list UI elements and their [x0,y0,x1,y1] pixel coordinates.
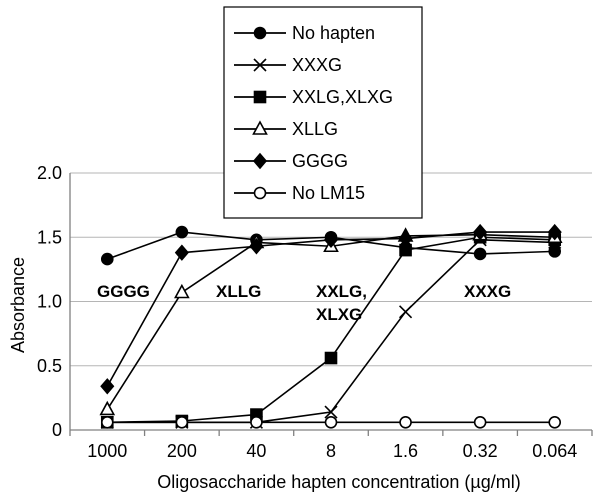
y-tick-label: 2.0 [37,163,62,183]
legend-label: GGGG [292,151,348,171]
legend-item-no-hapten: No hapten [234,23,375,43]
y-tick-label: 0.5 [37,356,62,376]
axes: 0 0.5 1.0 1.5 2.0 1000 200 40 8 1.6 0.32 0.064 [37,163,593,461]
legend-label: No hapten [292,23,375,43]
data-point-gggg [323,231,339,249]
data-point-no-lm15 [548,415,562,429]
legend-marker-xxxg [253,58,267,72]
y-tick-label: 1.0 [37,292,62,312]
legend-item-no-lm15: No LM15 [234,183,365,203]
x-axis-title: Oligosaccharide hapten concentration (µg… [157,472,521,492]
series-xxlg-xlxg [100,230,562,429]
data-point-gggg [100,378,115,395]
legend-marker-gggg [252,152,268,170]
x-tick-label: 1.6 [393,441,418,461]
data-point-no-lm15 [100,415,114,429]
data-point-no-lm15 [250,415,263,429]
data-point-no-hapten [100,252,114,266]
annotation-gggg: GGGG [97,282,150,301]
y-axis-title: Absorbance [8,257,28,353]
series-plot-area [99,223,563,429]
data-point-xxxg [399,305,413,319]
y-tick-label: 0 [52,420,62,440]
legend: No hapten XXXG XXLG,XLXG XLLG GGGG No LM15 [223,6,423,219]
x-tick-label: 200 [167,441,197,461]
series-annotations: GGGG XLLG XXLG, XLXG XXXG [97,282,511,324]
legend-item-xllg: XLLG [234,119,338,139]
data-point-xllg [99,400,116,416]
data-point-gggg [398,230,413,247]
x-tick-label: 8 [326,441,336,461]
legend-item-xxxg: XXXG [234,55,342,75]
data-point-no-lm15 [473,415,487,429]
series-no-lm15 [100,415,562,429]
data-point-gggg [547,223,562,241]
legend-marker-xllg [252,120,268,135]
legend-marker-no-hapten [253,26,267,40]
data-point-gggg [473,223,488,241]
data-point-no-lm15 [324,415,338,429]
data-point-xxlg-xlxg [324,351,338,365]
x-tick-label: 0.064 [532,441,577,461]
legend-item-xxlg-xlxg: XXLG,XLXG [234,87,393,107]
series-gggg [100,223,562,395]
y-tick-label: 1.5 [37,227,62,247]
data-point-no-hapten [548,245,562,258]
data-point-gggg [249,238,264,255]
x-tick-label: 0.32 [463,441,498,461]
series-xxxg [100,233,562,429]
legend-box [223,6,423,219]
annotation-xxlg: XXLG, [316,282,367,301]
legend-label: XXLG,XLXG [292,87,393,107]
legend-marker-no-lm15 [253,186,267,200]
data-point-xllg [174,283,190,299]
annotation-xlxg: XLXG [316,305,362,324]
legend-label: XLLG [292,119,338,139]
x-tick-label: 40 [246,441,266,461]
data-point-no-lm15 [175,415,189,429]
annotation-xllg: XLLG [216,282,261,301]
data-point-gggg [174,244,189,261]
legend-label: XXXG [292,55,342,75]
data-point-no-hapten [175,225,189,239]
annotation-xxxg: XXXG [464,282,511,301]
legend-marker-xxlg-xlxg [253,90,267,104]
data-point-xxxg [324,405,338,419]
data-point-no-lm15 [399,415,412,429]
legend-item-gggg: GGGG [234,151,348,171]
x-tick-label: 1000 [87,441,127,461]
legend-label: No LM15 [292,183,365,203]
data-point-no-hapten [473,247,487,261]
